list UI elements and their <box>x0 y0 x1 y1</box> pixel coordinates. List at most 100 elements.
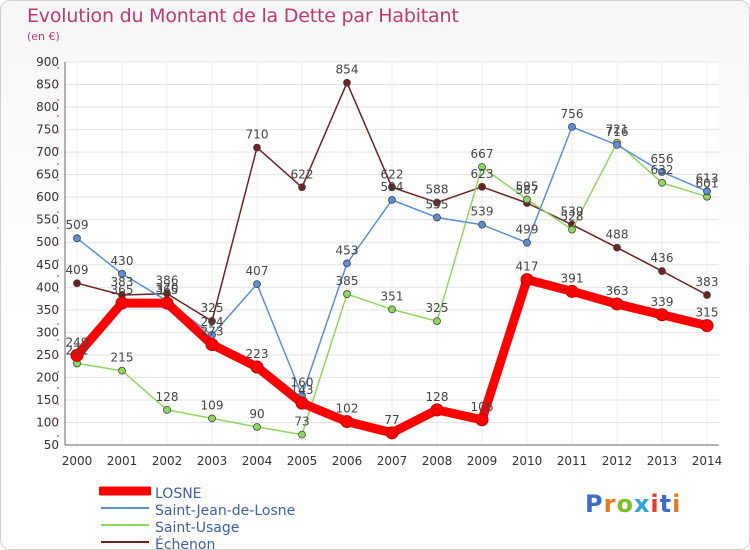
legend-label-losne: LOSNE <box>155 485 202 502</box>
x-tick-label: 2011 <box>557 454 588 468</box>
data-point-saint-jean-de-losne <box>703 187 711 196</box>
data-point-saint-usage <box>568 225 576 234</box>
y-tick-label: 750 <box>36 123 59 137</box>
data-label-losne: 339 <box>651 295 674 309</box>
data-label-saint-usage: 595 <box>516 179 539 193</box>
data-label-saint-jean-de-losne: 294 <box>201 315 224 329</box>
y-tick-label: 600 <box>36 190 59 204</box>
data-label-losne: 102 <box>336 402 359 416</box>
legend-label-saint-jean-de-losne: Saint-Jean-de-Losne <box>155 502 296 519</box>
y-tick-label: 800 <box>36 100 59 114</box>
data-point-losne <box>295 396 309 410</box>
data-label-losne: 143 <box>291 383 314 397</box>
data-point-saint-usage <box>343 290 351 298</box>
logo-letter: r <box>603 490 617 518</box>
data-label-saint-usage: 385 <box>336 274 359 288</box>
data-label-saint-usage: 601 <box>696 177 719 191</box>
data-label-saint-usage: 667 <box>471 147 494 161</box>
data-label-echenon: 488 <box>606 228 629 242</box>
data-point-saint-usage <box>208 414 216 423</box>
x-tick-label: 2009 <box>467 454 498 468</box>
data-label-saint-jean-de-losne: 555 <box>426 197 449 211</box>
data-label-echenon: 622 <box>291 167 314 181</box>
data-point-losne <box>430 403 444 417</box>
y-tick-label: 50 <box>44 438 59 452</box>
data-point-losne <box>565 284 579 298</box>
y-tick-label: 200 <box>36 370 59 384</box>
logo-letter: o <box>616 490 634 518</box>
data-point-saint-jean-de-losne <box>613 141 621 149</box>
data-point-echenon <box>343 78 351 87</box>
data-label-losne: 77 <box>384 413 399 427</box>
data-point-losne <box>385 426 399 440</box>
data-label-echenon: 622 <box>381 167 404 181</box>
data-point-saint-usage <box>658 178 666 187</box>
logo-letter: t <box>659 490 673 518</box>
data-label-saint-usage: 109 <box>201 398 224 412</box>
x-tick-label: 2007 <box>377 454 408 468</box>
data-label-losne: 128 <box>426 390 449 404</box>
data-point-losne <box>70 348 84 362</box>
x-tick-label: 2006 <box>332 454 363 468</box>
data-label-echenon: 710 <box>246 128 269 142</box>
data-point-losne <box>610 297 624 311</box>
data-point-losne <box>475 413 489 427</box>
x-tick-label: 2003 <box>197 454 228 468</box>
data-label-saint-jean-de-losne: 499 <box>516 223 539 237</box>
data-label-echenon: 383 <box>696 275 719 289</box>
x-tick-label: 2008 <box>422 454 453 468</box>
x-tick-label: 2000 <box>62 454 93 468</box>
data-point-echenon <box>73 279 81 288</box>
data-label-saint-jean-de-losne: 509 <box>66 218 89 232</box>
data-label-losne: 365 <box>156 283 179 297</box>
data-label-saint-usage: 90 <box>249 407 264 421</box>
data-point-echenon <box>253 143 261 152</box>
data-label-saint-jean-de-losne: 453 <box>336 243 359 257</box>
proxiti-logo: Proxiti <box>585 490 681 518</box>
data-point-saint-usage <box>478 163 486 171</box>
data-point-saint-jean-de-losne <box>433 213 441 222</box>
data-label-losne: 106 <box>471 400 494 414</box>
x-tick-label: 2005 <box>287 454 318 468</box>
data-point-echenon <box>388 183 396 192</box>
data-label-saint-jean-de-losne: 539 <box>471 205 494 219</box>
data-label-saint-jean-de-losne: 613 <box>696 171 719 185</box>
data-point-saint-usage <box>298 430 306 439</box>
data-label-saint-usage: 215 <box>111 351 134 365</box>
data-label-losne: 391 <box>561 271 584 285</box>
legend-item-saint-jean-de-losne: Saint-Jean-de-Losne <box>99 502 399 519</box>
data-point-saint-usage <box>163 405 171 414</box>
data-label-losne: 365 <box>111 283 134 297</box>
chart-title: Evolution du Montant de la Dette par Hab… <box>27 5 459 27</box>
y-tick-label: 650 <box>36 168 59 182</box>
data-label-echenon: 587 <box>516 183 539 197</box>
legend-label-saint-usage: Saint-Usage <box>155 519 240 536</box>
y-tick-label: 250 <box>36 348 59 362</box>
logo-letter: i <box>650 490 660 518</box>
data-point-losne <box>205 338 219 352</box>
data-point-saint-jean-de-losne <box>568 122 576 131</box>
data-label-saint-usage: 231 <box>66 343 89 357</box>
data-label-losne: 223 <box>246 347 269 361</box>
logo-letter: x <box>633 490 651 518</box>
data-point-saint-usage <box>253 423 261 431</box>
legend: LOSNE Saint-Jean-de-Losne Saint-Usage Éc… <box>99 485 399 549</box>
y-tick-label: 700 <box>36 145 59 159</box>
y-tick-label: 450 <box>36 258 59 272</box>
x-tick-label: 2013 <box>647 454 678 468</box>
data-point-saint-usage <box>118 366 126 375</box>
data-label-saint-jean-de-losne: 756 <box>561 107 584 121</box>
y-tick-label: 350 <box>36 303 59 317</box>
data-point-echenon <box>478 182 486 191</box>
data-point-saint-jean-de-losne <box>118 269 126 278</box>
data-label-saint-usage: 721 <box>606 123 629 137</box>
data-label-saint-usage: 73 <box>294 415 309 429</box>
x-tick-label: 2001 <box>107 454 138 468</box>
x-tick-label: 2014 <box>692 454 723 468</box>
data-point-saint-usage <box>388 305 396 314</box>
data-point-saint-jean-de-losne <box>343 259 351 268</box>
data-label-saint-jean-de-losne: 430 <box>111 254 134 268</box>
data-label-echenon: 854 <box>336 63 359 77</box>
x-tick-label: 2004 <box>242 454 273 468</box>
